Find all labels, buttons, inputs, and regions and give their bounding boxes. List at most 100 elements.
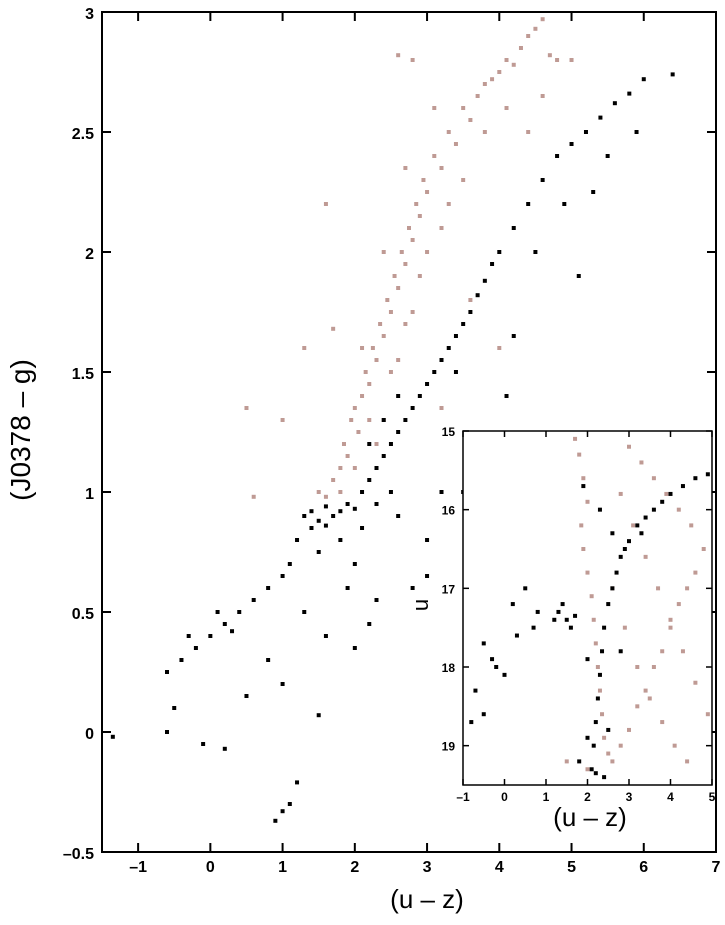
field-star-point xyxy=(453,142,458,146)
field-star-point xyxy=(591,617,596,622)
field-star-point xyxy=(439,226,444,230)
cluster-star-point xyxy=(396,514,401,518)
cluster-star-point xyxy=(705,472,710,477)
field-star-point xyxy=(338,490,343,494)
field-star-point xyxy=(610,759,615,764)
cluster-star-point xyxy=(439,490,444,494)
field-star-point xyxy=(651,665,656,669)
field-star-point xyxy=(331,326,336,331)
cluster-star-point xyxy=(374,598,379,602)
cluster-star-point xyxy=(562,202,567,206)
field-star-point xyxy=(417,274,422,278)
x-tick-label: 0 xyxy=(501,790,508,804)
cluster-star-point xyxy=(634,130,639,134)
field-star-point xyxy=(374,358,379,362)
cluster-star-point xyxy=(670,72,675,77)
field-star-point xyxy=(396,53,401,58)
field-star-point xyxy=(504,106,509,110)
cluster-star-point xyxy=(432,370,437,374)
y-tick-label: 0 xyxy=(85,726,94,743)
cluster-star-point xyxy=(569,142,574,146)
cluster-star-point xyxy=(316,518,321,523)
field-star-point xyxy=(589,594,594,599)
field-star-point xyxy=(385,298,390,302)
x-tick-label: 5 xyxy=(709,790,716,804)
cluster-star-point xyxy=(222,746,227,751)
cluster-star-point xyxy=(526,202,531,206)
y-tick-label: 3 xyxy=(85,6,94,23)
field-star-point xyxy=(689,523,694,528)
x-tick-label: 3 xyxy=(423,859,432,876)
cluster-star-point xyxy=(531,625,536,630)
field-star-point xyxy=(668,625,673,630)
field-star-point xyxy=(345,454,350,458)
cluster-star-point xyxy=(693,476,698,481)
cluster-star-point xyxy=(237,610,242,614)
main-scatter-plot: –1 0 1 2 3 4 5 6 7 –0.5 0 0.5 1 1.5 2 2.5 3 xyxy=(63,6,721,876)
field-star-point xyxy=(425,250,430,254)
cluster-star-point xyxy=(481,712,486,717)
cluster-star-point xyxy=(614,570,619,575)
cluster-star-point xyxy=(352,562,357,566)
main-x-axis-label: (u – z) xyxy=(390,884,464,914)
field-star-point xyxy=(356,430,361,434)
cluster-star-point xyxy=(338,538,343,542)
field-star-point xyxy=(595,665,600,669)
x-tick-label: 4 xyxy=(495,859,504,876)
cluster-star-point xyxy=(612,101,617,106)
cluster-star-point xyxy=(367,478,372,482)
cluster-star-point xyxy=(639,531,644,536)
cluster-star-point xyxy=(606,602,611,607)
cluster-star-point xyxy=(490,657,495,662)
field-star-point xyxy=(403,322,408,326)
cluster-star-point xyxy=(323,634,328,638)
field-star-point xyxy=(526,34,531,38)
cluster-star-point xyxy=(360,490,365,494)
cluster-star-point xyxy=(374,502,379,506)
field-star-point xyxy=(417,214,422,218)
field-star-point xyxy=(421,178,426,182)
cluster-star-point xyxy=(461,322,466,326)
cluster-star-point xyxy=(453,334,458,338)
cluster-star-point xyxy=(179,658,184,662)
cluster-star-point xyxy=(396,394,401,398)
field-star-point xyxy=(461,178,466,182)
field-star-point xyxy=(685,586,690,591)
cluster-star-point xyxy=(338,509,343,514)
field-star-point xyxy=(685,759,690,764)
cluster-star-point xyxy=(360,526,365,530)
field-star-point xyxy=(606,751,611,756)
cluster-star-point xyxy=(556,609,561,614)
cluster-star-point xyxy=(598,115,603,120)
field-star-point xyxy=(693,680,698,685)
y-tick-label: 0.5 xyxy=(72,606,94,623)
field-star-point xyxy=(482,82,487,86)
field-star-point xyxy=(618,491,623,496)
cluster-star-point xyxy=(564,617,569,622)
field-star-point xyxy=(407,226,411,230)
cluster-star-point xyxy=(533,250,538,254)
y-tick-label: –0.5 xyxy=(63,846,94,863)
field-star-point xyxy=(410,238,415,242)
cluster-star-point xyxy=(165,670,170,674)
cluster-star-point xyxy=(622,547,627,551)
field-star-point xyxy=(461,106,466,110)
cluster-star-point xyxy=(680,484,685,489)
x-tick-label: –1 xyxy=(456,790,470,804)
cluster-star-point xyxy=(388,442,393,446)
y-tick-label: 1.5 xyxy=(72,366,94,383)
field-star-point xyxy=(656,586,661,591)
field-star-point xyxy=(504,58,509,62)
field-star-point xyxy=(374,442,379,446)
cluster-star-point xyxy=(618,554,623,559)
x-tick-label: 2 xyxy=(350,859,359,876)
field-star-point xyxy=(660,649,665,654)
cluster-star-point xyxy=(511,226,516,230)
field-star-point xyxy=(244,406,249,410)
cluster-star-point xyxy=(266,586,271,590)
cluster-star-point xyxy=(201,742,206,746)
cluster-star-point xyxy=(597,672,602,677)
field-star-point xyxy=(533,26,538,31)
cluster-star-point xyxy=(635,523,640,528)
